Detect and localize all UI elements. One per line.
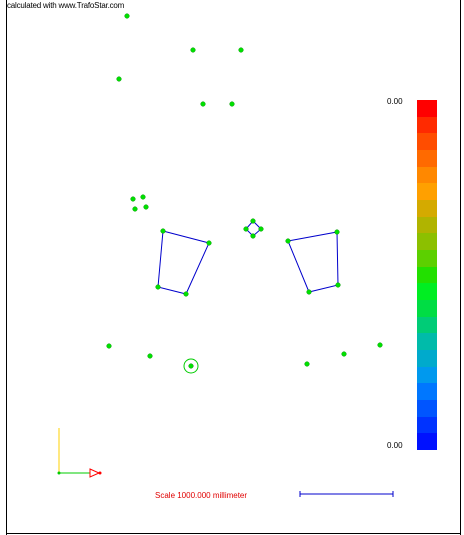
node[interactable]	[334, 229, 340, 235]
canvas-right-border	[460, 0, 461, 535]
node[interactable]	[130, 196, 136, 202]
node[interactable]	[106, 343, 112, 349]
node[interactable]	[200, 101, 206, 107]
node[interactable]	[250, 233, 256, 239]
canvas-bottom-border	[6, 533, 460, 534]
node[interactable]	[147, 353, 153, 359]
legend-swatch	[417, 166, 437, 184]
legend-swatch	[417, 366, 437, 384]
legend-swatch	[417, 133, 437, 151]
node[interactable]	[143, 204, 149, 210]
node[interactable]	[206, 240, 212, 246]
node[interactable]	[304, 361, 310, 367]
legend-swatch	[417, 350, 437, 367]
legend-swatch	[417, 400, 437, 417]
legend-swatch	[417, 150, 437, 167]
node[interactable]	[155, 284, 161, 290]
left-quad-element[interactable]	[157, 230, 210, 295]
scale-label: Scale 1000.000 millimeter	[155, 491, 248, 500]
node[interactable]	[140, 194, 146, 200]
x-axis-endpoint	[98, 471, 102, 475]
legend-swatch	[417, 416, 437, 434]
right-quad-element[interactable]	[287, 231, 339, 293]
node[interactable]	[229, 101, 235, 107]
legend-swatch	[417, 266, 437, 284]
legend-swatch	[417, 433, 437, 451]
x-axis-arrow	[89, 468, 101, 478]
legend-swatch	[417, 216, 437, 234]
legend-swatch	[417, 316, 437, 334]
legend-swatch	[417, 383, 437, 401]
node[interactable]	[243, 226, 249, 232]
legend-swatch	[417, 116, 437, 134]
legend-swatch	[417, 200, 437, 217]
canvas-left-border	[6, 0, 7, 535]
node[interactable]	[190, 47, 196, 53]
node[interactable]	[335, 282, 341, 288]
legend-swatch	[417, 100, 437, 117]
axis-origin	[57, 471, 61, 475]
legend-swatch	[417, 250, 437, 267]
node[interactable]	[341, 351, 347, 357]
legend-swatch	[417, 183, 437, 201]
node[interactable]	[377, 342, 383, 348]
credit-text: calculated with www.TrafoStar.com	[7, 1, 125, 10]
node[interactable]	[188, 363, 194, 369]
legend-swatch	[417, 283, 437, 301]
node[interactable]	[238, 47, 244, 53]
axis-triad	[57, 428, 102, 478]
node[interactable]	[132, 206, 138, 212]
node[interactable]	[116, 76, 122, 82]
node[interactable]	[183, 291, 189, 297]
legend-min-label: 0.00	[387, 441, 403, 450]
node[interactable]	[285, 238, 291, 244]
legend-swatch	[417, 300, 437, 317]
node[interactable]	[258, 226, 264, 232]
support-ring-marker[interactable]	[183, 358, 199, 374]
node[interactable]	[306, 289, 312, 295]
node[interactable]	[160, 228, 166, 234]
legend-swatch	[417, 233, 437, 251]
legend-swatch	[417, 333, 437, 351]
node-group	[106, 13, 383, 369]
scale-bar	[299, 491, 394, 497]
color-legend-bar	[417, 100, 437, 451]
legend-max-label: 0.00	[387, 97, 403, 106]
node[interactable]	[250, 218, 256, 224]
node[interactable]	[124, 13, 130, 19]
